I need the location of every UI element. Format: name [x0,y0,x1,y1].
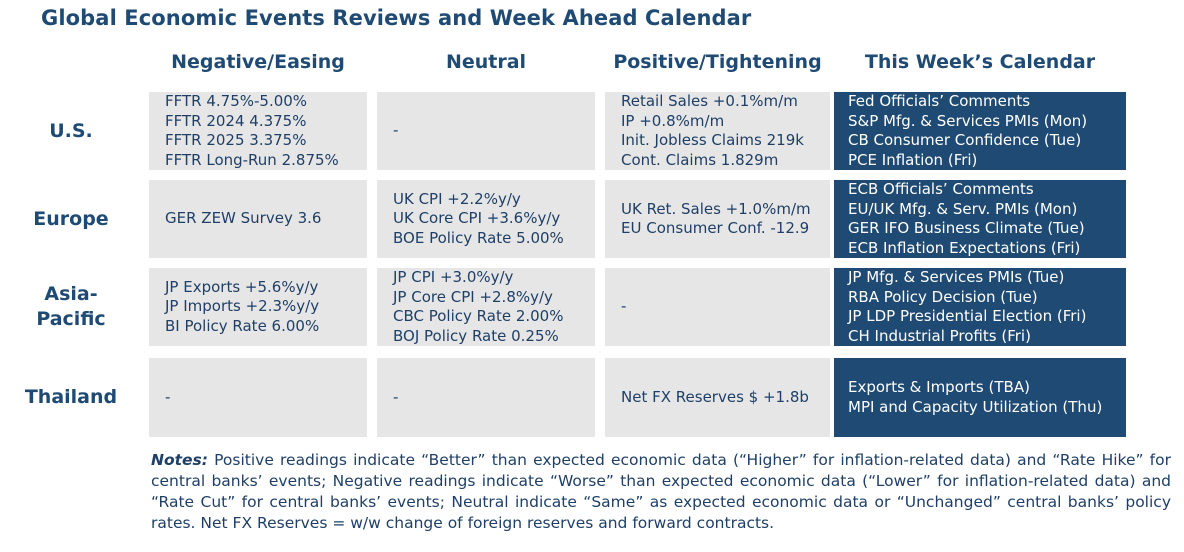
row-label: U.S. [49,119,93,142]
negative-item: FFTR Long-Run 2.875% [165,150,339,169]
calendar-cell: Exports & Imports (TBA) MPI and Capacity … [834,358,1126,437]
calendar-item: Exports & Imports (TBA) [848,378,1030,396]
calendar-item: JP Mfg. & Services PMIs (Tue) [848,268,1065,286]
calendar-cell: Fed Officials’ Comments S&P Mfg. & Servic… [834,92,1126,170]
positive-cell: Net FX Reserves $ +1.8b [605,358,830,437]
positive-item: UK Ret. Sales +1.0%m/m [621,199,811,218]
neutral-cell: - [377,92,595,170]
calendar-item: CB Consumer Confidence (Tue) [848,131,1082,149]
neutral-item: UK CPI +2.2%y/y [393,189,521,208]
negative-item: FFTR 2024 4.375% [165,111,307,130]
positive-item: Retail Sales +0.1%m/m [621,92,798,110]
page-title: Global Economic Events Reviews and Week … [41,6,752,30]
positive-item: EU Consumer Conf. -12.9 [621,219,810,237]
calendar-item: Fed Officials’ Comments [848,92,1031,110]
calendar-item: RBA Policy Decision (Tue) [848,287,1038,306]
calendar-item: PCE Inflation (Fri) [848,150,978,169]
neutral-item: UK Core CPI +3.6%y/y [393,209,561,228]
neutral-item: BOJ Policy Rate 0.25% [393,326,559,345]
neutral-cell: - [377,358,595,437]
negative-item: GER ZEW Survey 3.6 [165,209,322,228]
positive-item: Init. Jobless Claims 219k [621,131,804,149]
calendar-cell: ECB Officials’ Comments EU/UK Mfg. & Serv… [834,180,1126,258]
positive-item: Cont. Claims 1.829m [621,150,779,169]
calendar-item: JP LDP Presidential Election (Fri) [848,307,1087,325]
positive-cell: - [605,268,830,346]
calendar-item: S&P Mfg. & Services PMIs (Mon) [848,111,1088,130]
calendar-item: EU/UK Mfg. & Serv. PMIs (Mon) [848,199,1078,218]
negative-item: - [165,387,171,406]
calendar-item: ECB Officials’ Comments [848,180,1034,198]
positive-item: IP +0.8%m/m [621,111,725,130]
row-label: Asia-Pacific [0,268,142,346]
row-label: Thailand [24,386,118,408]
neutral-cell: JP CPI +3.0%y/y JP Core CPI +2.8%y/y CBC P… [377,268,595,346]
negative-item: FFTR 2025 3.375% [165,131,307,149]
calendar-item: MPI and Capacity Utilization (Thu) [848,397,1103,416]
positive-item: Net FX Reserves $ +1.8b [621,387,809,406]
notes-text: Positive readings indicate “Better” than… [151,451,1171,532]
neutral-item: CBC Policy Rate 2.00% [393,307,564,325]
positive-cell: UK Ret. Sales +1.0%m/m EU Consumer Conf. … [605,180,830,258]
negative-cell: FFTR 4.75%-5.00% FFTR 2024 4.375% FFTR 202… [149,92,367,170]
column-header-calendar: This Week’s Calendar [864,51,1096,73]
negative-item: JP Exports +5.6%y/y [165,277,319,296]
calendar-cell: JP Mfg. & Services PMIs (Tue) RBA Policy … [834,268,1126,346]
notes: Notes: Positive readings indicate “Bette… [151,450,1171,534]
row-label: Europe [33,207,109,230]
neutral-item: - [393,121,399,140]
negative-cell: JP Exports +5.6%y/y JP Imports +2.3%y/y BI… [149,268,367,346]
positive-item: - [621,297,627,316]
column-header-neutral: Neutral [445,51,527,73]
column-header-negative: Negative/Easing [171,51,345,73]
negative-item: FFTR 4.75%-5.00% [165,92,308,110]
positive-cell: Retail Sales +0.1%m/m IP +0.8%m/m Init. Jo… [605,92,830,170]
neutral-item: BOE Policy Rate 5.00% [393,228,564,247]
calendar-item: GER IFO Business Climate (Tue) [848,219,1085,237]
column-header-positive: Positive/Tightening [613,51,822,73]
calendar-item: CH Industrial Profits (Fri) [848,326,1031,345]
notes-label: Notes: [151,451,208,469]
neutral-item: - [393,387,399,406]
negative-cell: - [149,358,367,437]
row-label-text: Asia-Pacific [36,283,106,330]
neutral-item: JP Core CPI +2.8%y/y [393,287,553,306]
neutral-item: JP CPI +3.0%y/y [393,268,514,286]
negative-item: BI Policy Rate 6.00% [165,316,320,335]
negative-cell: GER ZEW Survey 3.6 [149,180,367,258]
negative-item: JP Imports +2.3%y/y [165,297,320,316]
neutral-cell: UK CPI +2.2%y/y UK Core CPI +3.6%y/y BOE P… [377,180,595,258]
calendar-item: ECB Inflation Expectations (Fri) [848,238,1081,257]
